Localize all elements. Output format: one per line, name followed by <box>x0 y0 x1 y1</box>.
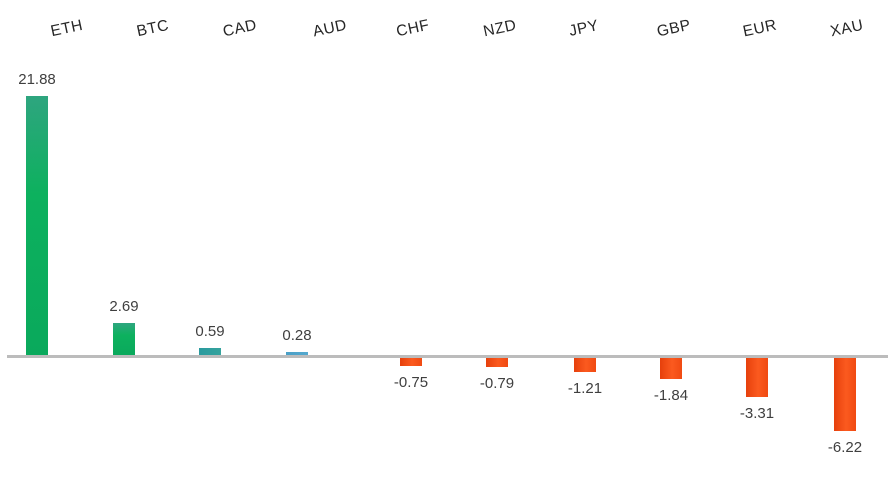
value-label-btc: 2.69 <box>109 298 139 316</box>
bar-xau[interactable] <box>834 357 856 432</box>
category-label-eth: ETH <box>49 16 85 41</box>
value-label-jpy: -1.21 <box>567 379 603 397</box>
value-label-eur: -3.31 <box>739 404 775 422</box>
value-label-cad: 0.59 <box>195 323 225 340</box>
zero-axis-line <box>7 355 888 358</box>
category-label-chf: CHF <box>394 16 431 41</box>
value-label-gbp: -1.84 <box>653 387 689 405</box>
value-label-xau: -6.22 <box>827 439 863 457</box>
bar-gbp[interactable] <box>660 357 682 380</box>
category-label-gbp: GBP <box>655 16 693 41</box>
bar-jpy[interactable] <box>574 357 596 372</box>
value-label-nzd: -0.79 <box>479 374 515 392</box>
category-label-eur: EUR <box>741 16 779 41</box>
category-label-aud: AUD <box>311 16 349 41</box>
bar-cad[interactable] <box>199 348 221 355</box>
bar-btc[interactable] <box>113 323 135 355</box>
category-label-jpy: JPY <box>567 17 601 40</box>
category-label-btc: BTC <box>135 16 171 41</box>
value-label-chf: -0.75 <box>393 374 429 392</box>
bar-aud[interactable] <box>286 351 308 355</box>
value-label-eth: 21.88 <box>18 70 56 88</box>
bar-chf[interactable] <box>400 357 422 367</box>
category-label-cad: CAD <box>221 16 259 41</box>
category-label-xau: XAU <box>828 16 865 41</box>
value-label-aud: 0.28 <box>282 326 312 344</box>
bar-nzd[interactable] <box>486 357 508 367</box>
bar-eur[interactable] <box>746 357 768 397</box>
category-label-nzd: NZD <box>481 16 518 41</box>
bar-eth[interactable] <box>26 95 48 355</box>
